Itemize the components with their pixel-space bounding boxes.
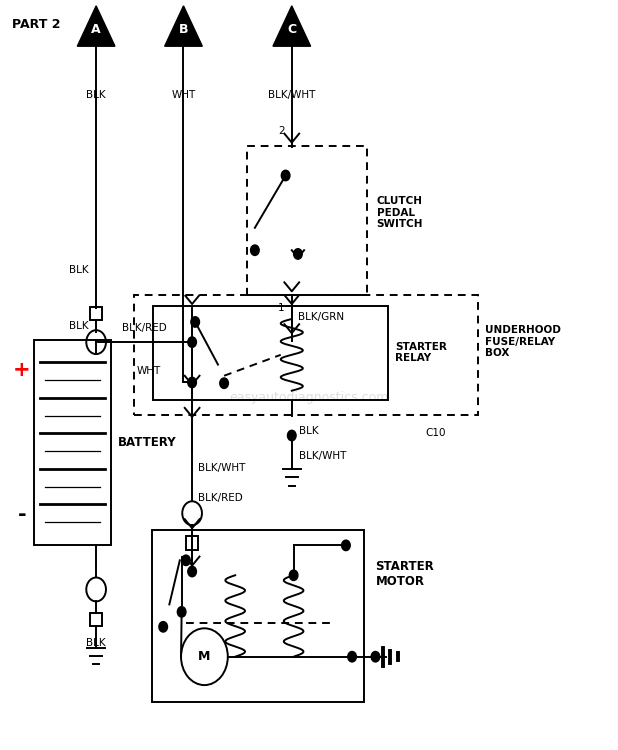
Circle shape — [177, 607, 186, 617]
Text: A: A — [91, 23, 101, 36]
Circle shape — [191, 316, 200, 327]
Text: BLK/WHT: BLK/WHT — [268, 89, 315, 100]
Circle shape — [342, 540, 350, 550]
Text: STARTER
RELAY: STARTER RELAY — [395, 342, 447, 364]
Text: PART 2: PART 2 — [12, 18, 61, 31]
Text: M: M — [198, 650, 211, 663]
Text: BATTERY: BATTERY — [118, 436, 177, 448]
Text: CLUTCH
PEDAL
SWITCH: CLUTCH PEDAL SWITCH — [377, 196, 423, 230]
Text: BLK/RED: BLK/RED — [122, 323, 166, 333]
Text: BLK: BLK — [299, 426, 319, 436]
Text: WHT: WHT — [171, 89, 196, 100]
Text: -: - — [17, 505, 26, 525]
Circle shape — [348, 652, 357, 662]
Text: BLK: BLK — [69, 266, 89, 275]
Circle shape — [188, 377, 197, 388]
Text: BLK/RED: BLK/RED — [198, 494, 243, 503]
Bar — [133, 295, 478, 415]
Bar — [90, 613, 103, 626]
Circle shape — [281, 170, 290, 181]
Text: B: B — [179, 23, 188, 36]
Text: WHT: WHT — [137, 367, 161, 376]
Bar — [34, 340, 111, 544]
Circle shape — [159, 622, 167, 632]
Text: 1: 1 — [277, 304, 284, 313]
Text: C10: C10 — [425, 428, 446, 438]
Text: +: + — [13, 360, 30, 380]
Circle shape — [188, 337, 197, 347]
Polygon shape — [273, 6, 311, 46]
Polygon shape — [164, 6, 202, 46]
Text: BLK: BLK — [87, 89, 106, 100]
Circle shape — [250, 245, 259, 256]
Circle shape — [182, 555, 190, 566]
Bar — [152, 530, 365, 701]
Circle shape — [287, 430, 296, 441]
Circle shape — [371, 652, 379, 662]
Text: BLK: BLK — [87, 638, 106, 648]
Text: BLK: BLK — [69, 322, 89, 332]
Text: UNDERHOOD
FUSE/RELAY
BOX: UNDERHOOD FUSE/RELAY BOX — [485, 325, 561, 358]
Text: easyautodiagnostics.com: easyautodiagnostics.com — [229, 391, 389, 404]
Text: BLK/GRN: BLK/GRN — [298, 313, 344, 322]
Text: BLK/WHT: BLK/WHT — [299, 451, 347, 460]
Text: C: C — [287, 23, 297, 36]
Polygon shape — [77, 6, 115, 46]
Bar — [90, 307, 103, 320]
Bar — [153, 305, 387, 400]
Circle shape — [220, 378, 229, 388]
Circle shape — [289, 570, 298, 580]
Bar — [247, 146, 368, 295]
Circle shape — [294, 249, 302, 259]
Text: 2: 2 — [277, 126, 284, 136]
Circle shape — [188, 566, 197, 577]
Text: STARTER
MOTOR: STARTER MOTOR — [376, 560, 434, 588]
Text: BLK/WHT: BLK/WHT — [198, 464, 245, 473]
Bar — [186, 536, 198, 550]
